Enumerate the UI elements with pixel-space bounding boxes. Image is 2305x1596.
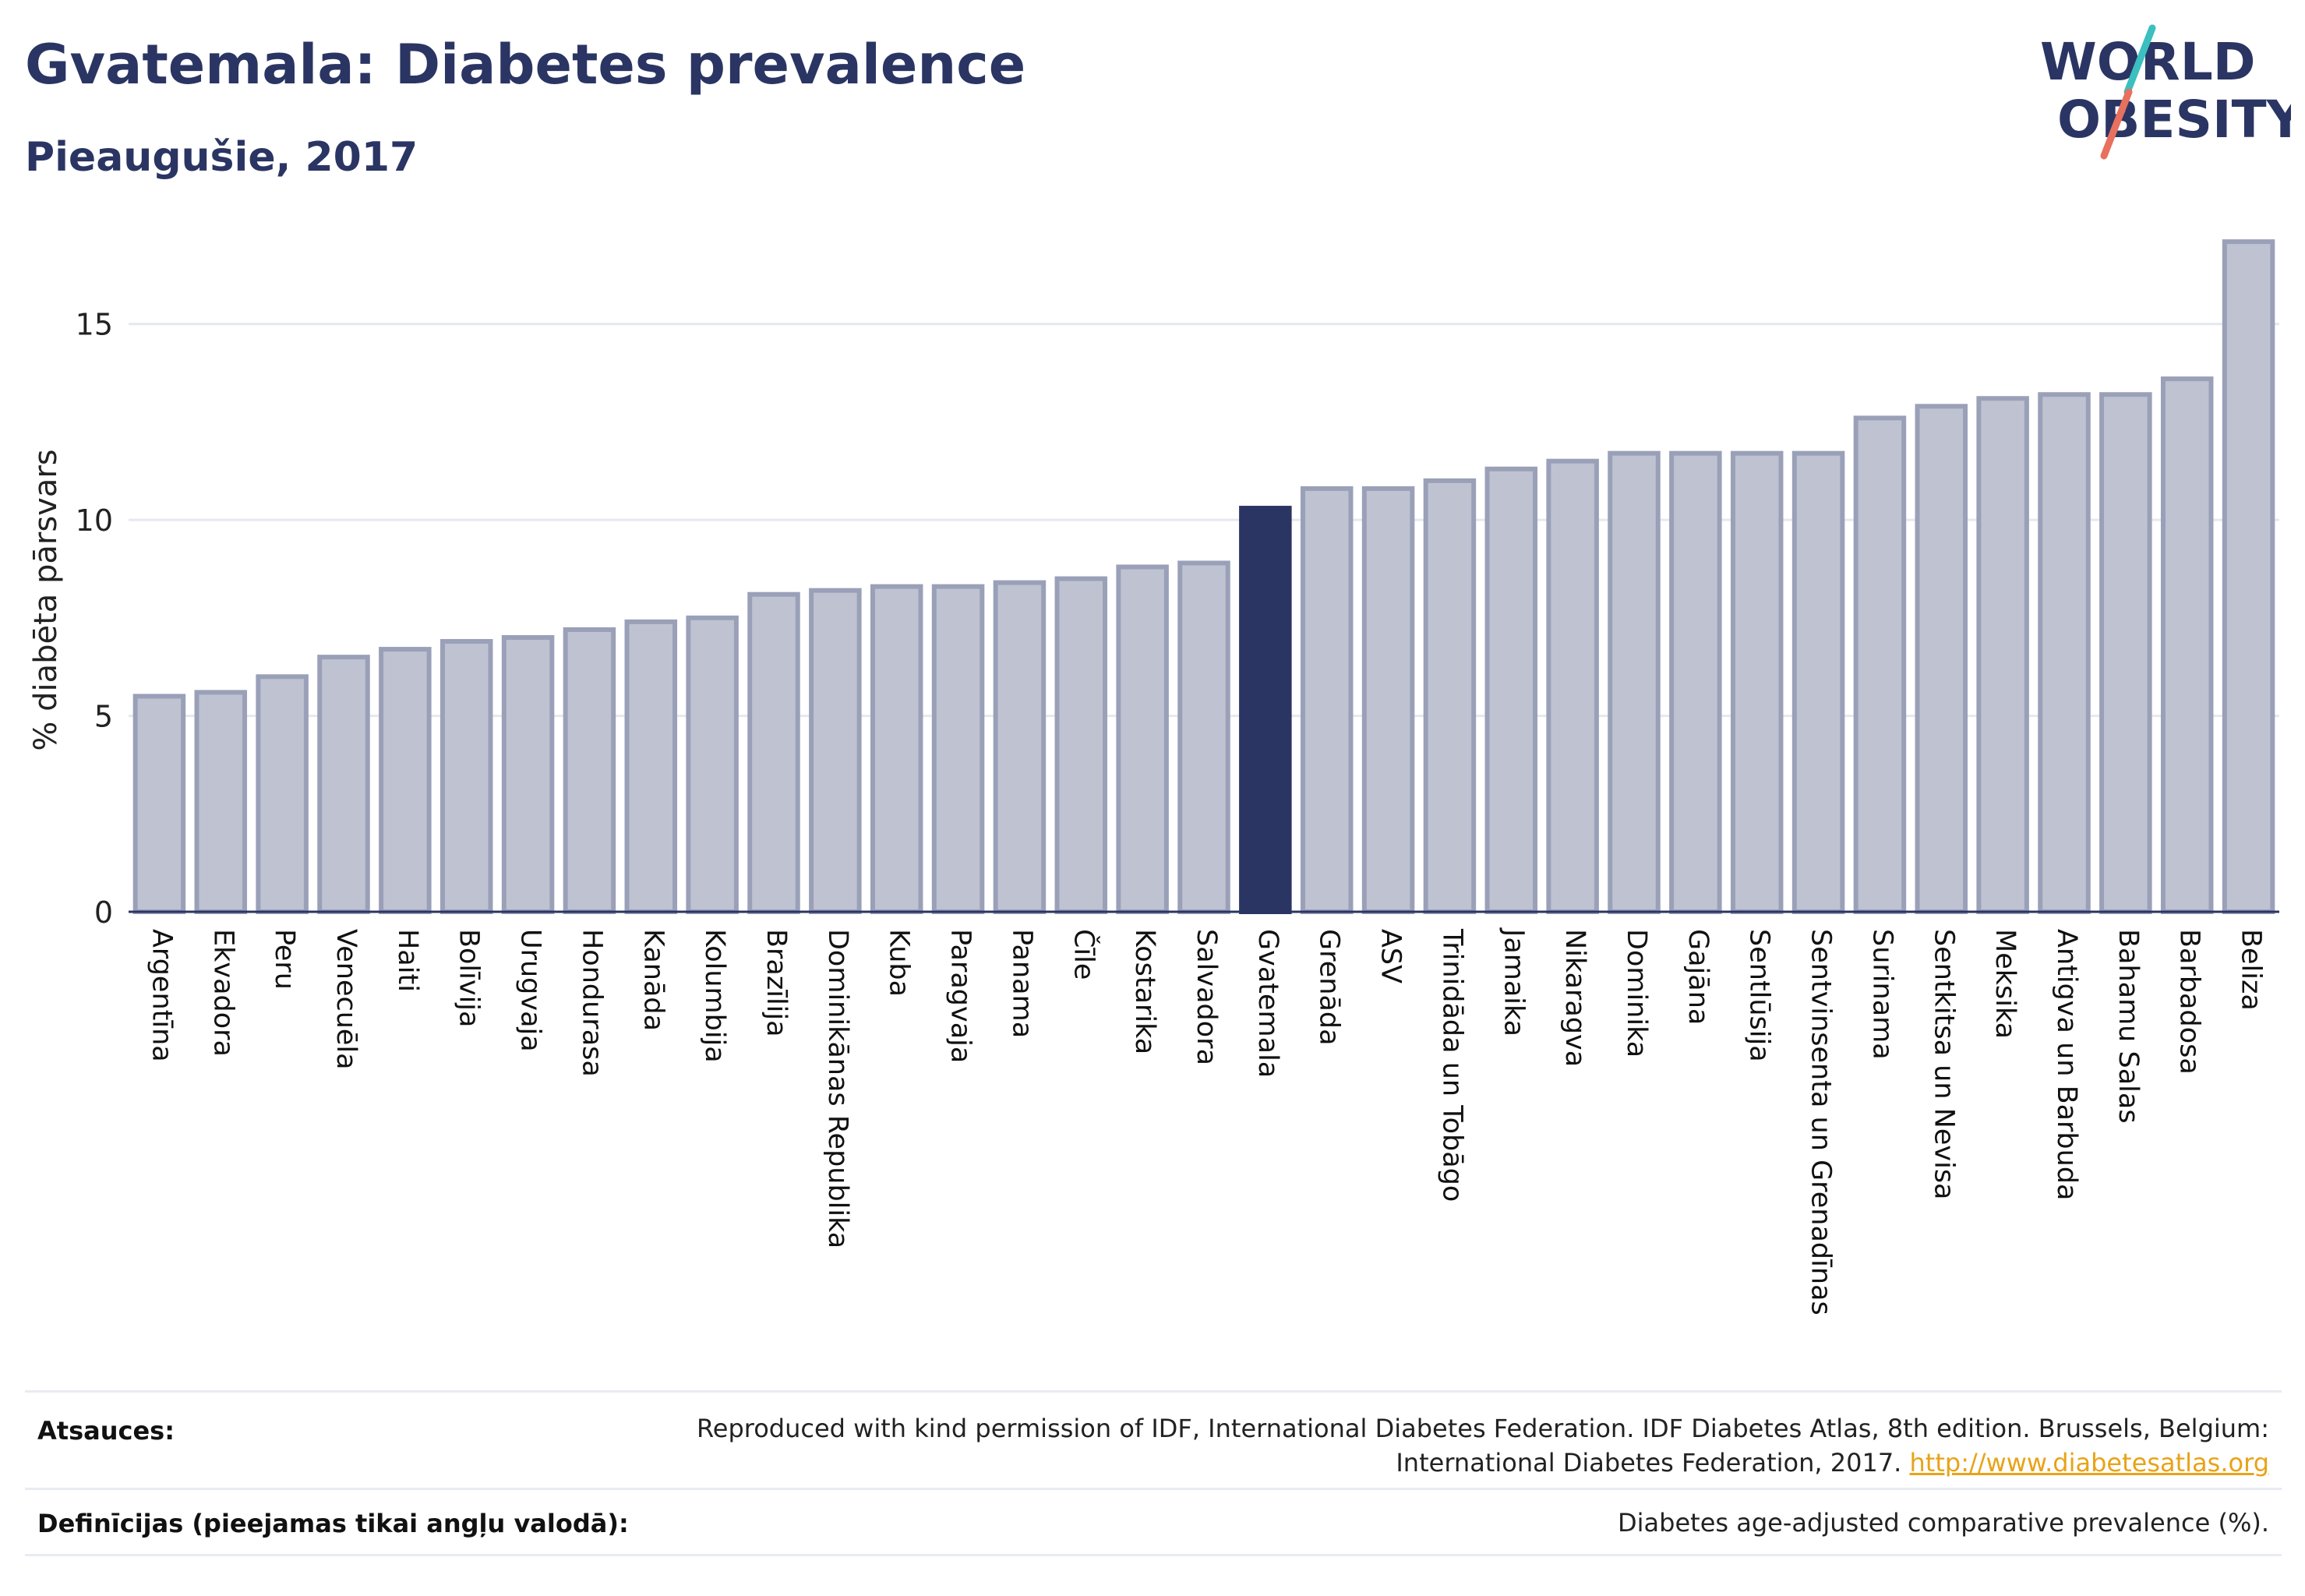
x-tick-label: Sentvinsenta un Grenadīnas (1806, 929, 1837, 1315)
x-tick-label: Ekvadora (207, 929, 238, 1057)
x-tick-label: Argentīna (146, 929, 177, 1062)
x-tick-label: ASV (1375, 929, 1407, 983)
chart-title: Gvatemala: Diabetes prevalence (25, 33, 1026, 97)
bar-Surinama (1853, 415, 1907, 914)
x-tick-label: Kuba (884, 929, 915, 997)
footer: Atsauces: Reproduced with kind permissio… (25, 1390, 2282, 1556)
bar-Ekvadora (194, 690, 248, 915)
logo-slash-coral (2100, 88, 2133, 160)
y-tick-label: 5 (94, 700, 113, 734)
bar-ASV (1361, 486, 1415, 914)
logo-slash-teal (2123, 24, 2156, 96)
bars (132, 239, 2275, 915)
y-tick-label: 10 (76, 503, 113, 538)
bar-Sentvinsenta un Grenadīnas (1791, 450, 1845, 914)
bar-Gvatemala (1239, 506, 1292, 914)
x-tick-label: Dominikānas Republika (822, 929, 853, 1248)
x-tick-label: Antigva un Barbuda (2051, 929, 2082, 1200)
x-axis-ticks: Argentīna Ekvadora Peru Venecuēla Haiti Bolīv… (146, 927, 2266, 1315)
definitions-text: Diabetes age-adjusted comparative preval… (1618, 1508, 2269, 1538)
y-axis-label: % diabēta pārsvars (28, 449, 64, 750)
footer-sources-row: Atsauces: Reproduced with kind permissio… (25, 1390, 2282, 1488)
x-tick-label: Trinidāda un Tobāgo (1436, 928, 1467, 1202)
chart-subtitle: Pieaugušie, 2017 (25, 134, 418, 181)
bar-Meksika (1976, 396, 2029, 914)
x-tick-label: Panama (1006, 929, 1037, 1038)
bar-Peru (256, 674, 309, 914)
bar-Čīle (1054, 576, 1108, 914)
sources-line-2-text: International Diabetes Federation, 2017. (1396, 1448, 1902, 1478)
x-tick-label: Sentkitsa un Nevisa (1928, 929, 1959, 1200)
definitions-label: Definīcijas (pieejamas tikai angļu valod… (37, 1509, 629, 1538)
x-tick-label: Kolumbija (699, 929, 730, 1063)
y-tick-label: 15 (76, 308, 113, 342)
bar-chart: 0 5 10 15 Argentīna Ekvadora Peru Venecuēla Hai… (28, 239, 2279, 1315)
x-tick-label: Sentlūsija (1744, 929, 1775, 1062)
y-axis-ticks: 0 5 10 15 (76, 308, 113, 930)
bar-Kolumbija (686, 615, 739, 914)
x-tick-label: Jamaika (1498, 927, 1529, 1036)
bar-Sentkitsa un Nevisa (1915, 404, 1968, 914)
x-tick-label: Peru (269, 929, 300, 990)
x-tick-label: Meksika (1989, 929, 2021, 1039)
sources-text: Reproduced with kind permission of IDF, … (697, 1411, 2269, 1480)
bar-Paragvaja (931, 584, 985, 915)
x-tick-label: Gajāna (1682, 929, 1714, 1025)
footer-definitions-row: Definīcijas (pieejamas tikai angļu valod… (25, 1488, 2282, 1556)
x-tick-label: Kostarika (1129, 929, 1160, 1054)
x-tick-label: Surinama (1866, 929, 1897, 1060)
x-tick-label: Čīle (1068, 929, 1100, 980)
bar-Venecuēla (317, 655, 370, 915)
sources-label: Atsauces: (37, 1416, 175, 1446)
x-tick-label: Brazīlija (761, 929, 792, 1037)
logo-line-obesity: OBESITY (2057, 90, 2291, 150)
x-tick-label: Venecuēla (330, 929, 362, 1070)
sources-line-2: International Diabetes Federation, 2017.… (697, 1446, 2269, 1480)
x-tick-label: Barbadosa (2174, 929, 2205, 1075)
bar-Dominika (1608, 450, 1661, 914)
bar-Gajāna (1669, 450, 1722, 914)
bar-Brazīlija (747, 591, 800, 915)
x-tick-label: Hondurasa (576, 929, 607, 1077)
bar-Trinidāda un Tobāgo (1423, 478, 1477, 914)
bar-Bahamu Salas (2099, 392, 2152, 914)
bar-Argentīna (132, 694, 186, 915)
x-tick-label: Paragvaja (945, 929, 976, 1063)
bar-Kanāda (624, 619, 678, 915)
bar-Haiti (379, 647, 432, 914)
bar-Salvadora (1177, 560, 1230, 914)
diabetes-atlas-link[interactable]: http://www.diabetesatlas.org (1909, 1448, 2269, 1478)
bar-Nikaragva (1546, 458, 1599, 914)
bar-Hondurasa (563, 627, 616, 914)
sources-line-1: Reproduced with kind permission of IDF, … (696, 1414, 2269, 1443)
bar-Beliza (2222, 239, 2275, 915)
x-tick-label: Dominika (1621, 929, 1652, 1058)
y-tick-label: 0 (94, 895, 113, 930)
bar-Barbadosa (2160, 376, 2214, 915)
bar-Kuba (870, 584, 923, 915)
x-tick-label: Urugvaja (515, 929, 546, 1052)
x-tick-label: Haiti (392, 929, 423, 992)
x-tick-label: Kanāda (637, 929, 669, 1031)
bar-Antigva un Barbuda (2038, 392, 2091, 914)
bar-Sentlūsija (1730, 450, 1784, 914)
x-tick-label: Gvatemala (1252, 929, 1283, 1078)
bar-Panama (993, 580, 1047, 914)
x-tick-label: Beliza (2236, 929, 2267, 1011)
x-tick-label: Bahamu Salas (2113, 929, 2144, 1124)
x-tick-label: Salvadora (1191, 929, 1222, 1065)
bar-Grenāda (1300, 486, 1354, 914)
bar-Jamaika (1484, 466, 1538, 914)
bar-Urugvaja (501, 635, 555, 914)
x-tick-label: Bolīvija (454, 929, 485, 1027)
x-tick-label: Nikaragva (1559, 929, 1590, 1067)
bar-Kostarika (1116, 564, 1169, 914)
bar-Bolīvija (439, 639, 493, 914)
bar-Dominikānas Republika (809, 588, 862, 915)
x-tick-label: Grenāda (1314, 929, 1345, 1046)
world-obesity-logo: WORLD OBESITY (2040, 24, 2291, 160)
